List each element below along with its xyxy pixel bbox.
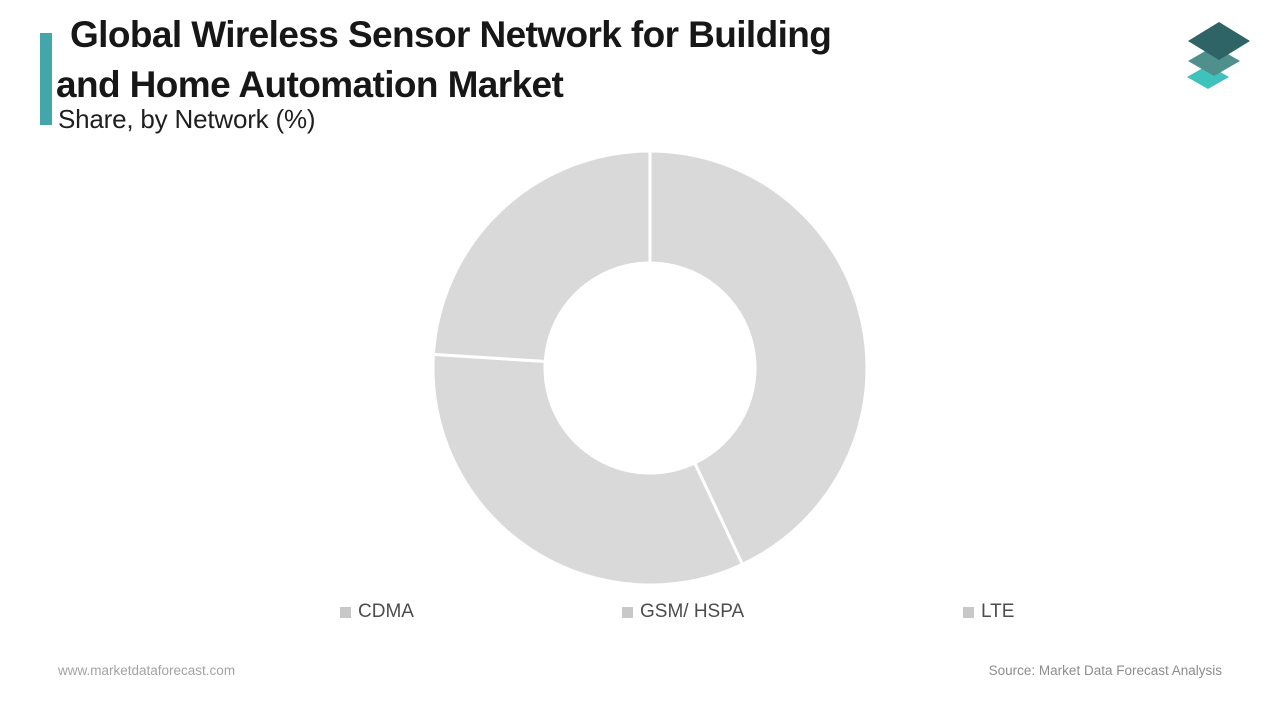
logo-layer-top xyxy=(1188,22,1250,60)
legend-swatch-icon xyxy=(340,606,351,618)
legend-item-gsm-hspa: GSM/ HSPA xyxy=(622,601,744,623)
legend-label: GSM/ HSPA xyxy=(640,601,745,622)
legend-item-cdma: CDMA xyxy=(340,601,414,623)
donut-chart xyxy=(431,149,869,587)
legend-swatch-icon xyxy=(963,606,974,618)
donut-slice-gsm-hspa xyxy=(431,352,745,587)
donut-slice-lte xyxy=(431,149,652,364)
legend-label: LTE xyxy=(981,601,1015,622)
legend-swatch-icon xyxy=(622,606,633,618)
legend-label: CDMA xyxy=(358,601,414,622)
company-logo-icon xyxy=(1187,22,1250,89)
legend-item-lte: LTE xyxy=(963,601,1014,623)
website-url: www.marketdataforecast.com xyxy=(58,663,236,678)
chart-subtitle: Share, by Network (%) xyxy=(58,104,316,134)
source-attribution: Source: Market Data Forecast Analysis xyxy=(988,663,1222,678)
page-title: Global Wireless Sensor Network for Build… xyxy=(56,10,1006,110)
chart-title-line2: and Home Automation Market xyxy=(56,64,564,105)
title-accent-bar xyxy=(40,33,52,125)
donut-slice-cdma xyxy=(648,149,869,567)
chart-title-line1: Global Wireless Sensor Network for Build… xyxy=(70,14,832,55)
